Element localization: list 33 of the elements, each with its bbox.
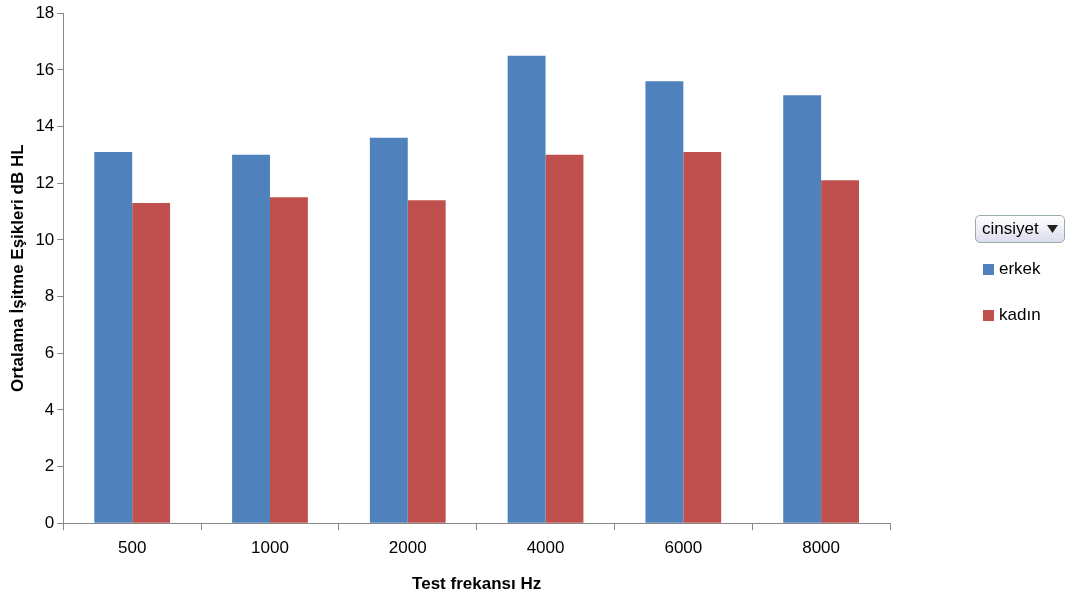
bar: [683, 152, 722, 523]
x-axis-title: Test frekansı Hz: [412, 574, 542, 594]
bar: [507, 55, 546, 523]
bar: [369, 137, 408, 523]
y-tick-label: 16: [35, 59, 55, 79]
x-tick-label: 2000: [388, 538, 427, 558]
bar: [545, 154, 584, 523]
x-tick-label: 500: [118, 538, 147, 558]
y-tick-label: 2: [44, 456, 55, 476]
y-tick-label: 0: [44, 512, 55, 532]
bar: [94, 152, 133, 523]
bar: [132, 203, 171, 523]
bar: [783, 95, 822, 523]
bar: [232, 154, 270, 523]
bar: [407, 200, 446, 523]
legend-label: kadın: [999, 305, 1041, 325]
y-tick-label: 4: [44, 399, 55, 419]
bar: [269, 197, 308, 523]
y-tick-label: 10: [35, 229, 55, 249]
y-tick-label: 12: [35, 172, 55, 192]
y-tick-label: 6: [44, 342, 55, 362]
legend-title: cinsiyet: [982, 219, 1039, 239]
x-tick-label: 6000: [664, 538, 703, 558]
y-axis-title: Ortalama İşitme Eşikleri dB HL: [7, 144, 27, 392]
y-tick-label: 18: [35, 2, 55, 22]
y-tick-label: 8: [44, 286, 55, 306]
x-tick-label: 4000: [526, 538, 565, 558]
bar: [645, 81, 684, 523]
x-tick-label: 8000: [802, 538, 841, 558]
y-tick-label: 14: [35, 116, 55, 136]
bar: [821, 180, 859, 523]
x-tick-label: 1000: [251, 538, 289, 558]
legend-label: erkek: [999, 259, 1041, 279]
